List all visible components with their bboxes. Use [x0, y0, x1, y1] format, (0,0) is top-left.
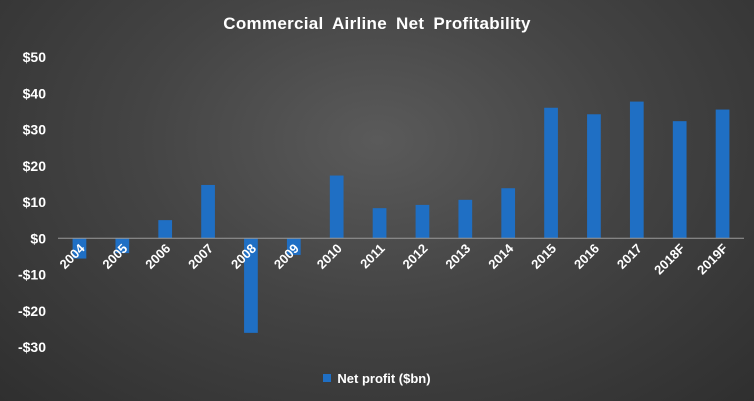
legend-swatch — [323, 374, 332, 382]
bar — [286, 238, 301, 255]
bar — [415, 204, 430, 239]
y-tick-label: $10 — [23, 194, 47, 210]
bar — [501, 188, 516, 239]
bar — [458, 199, 473, 239]
x-tick-label: 2012 — [400, 241, 431, 272]
y-axis: $50 $40 $30 $20 $10 $0 -$10 -$20 -$30 — [18, 49, 46, 355]
bar — [587, 114, 601, 239]
y-tick-label: $40 — [23, 85, 47, 101]
x-tick-label: 2011 — [357, 241, 388, 272]
x-tick-label: 2015 — [528, 241, 559, 272]
bar — [672, 121, 687, 239]
bar — [72, 238, 87, 259]
y-tick-label: -$20 — [18, 303, 46, 319]
x-tick-label: 2018F — [651, 241, 688, 278]
x-tick-labels: 2004 2005 2006 2007 2008 2009 2010 2011 2012 2013… — [57, 240, 731, 277]
bar — [329, 175, 344, 239]
y-tick-label: $0 — [30, 230, 46, 246]
legend-label: Net profit ($bn) — [337, 371, 431, 386]
bar — [201, 184, 215, 239]
x-tick-label: 2019F — [694, 241, 731, 278]
y-tick-label: $20 — [23, 158, 47, 174]
x-tick-label: 2006 — [142, 241, 173, 272]
y-tick-label: -$10 — [18, 267, 46, 283]
bar — [715, 109, 730, 239]
x-tick-label: 2014 — [485, 240, 517, 272]
bar — [372, 208, 387, 239]
legend: Net profit ($bn) — [0, 371, 754, 386]
x-tick-label: 2013 — [442, 241, 473, 272]
bar — [629, 101, 644, 239]
bar — [244, 238, 258, 333]
x-tick-label: 2017 — [614, 241, 645, 272]
chart-title: Commercial Airline Net Profitability — [223, 14, 531, 33]
x-tick-label: 2007 — [185, 241, 216, 272]
y-tick-label: $50 — [23, 49, 47, 65]
x-tick-label: 2010 — [314, 241, 345, 272]
y-tick-label: $30 — [23, 122, 47, 138]
bar — [544, 107, 558, 239]
x-tick-label: 2016 — [571, 241, 602, 272]
bar — [158, 220, 173, 239]
y-tick-label: -$30 — [18, 339, 46, 355]
bar — [115, 238, 130, 254]
bar-series — [72, 101, 730, 333]
